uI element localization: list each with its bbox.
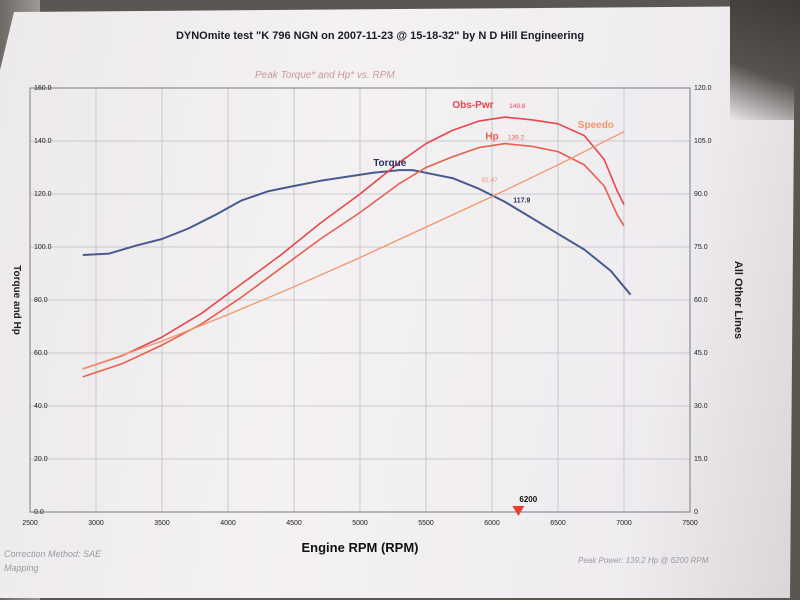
chart-title: Peak Torque* and Hp* vs. RPM [255, 70, 395, 81]
x-tick-label: 2500 [22, 520, 38, 527]
series-value-hp: 139.2 [508, 135, 525, 142]
x-tick-label: 7500 [682, 520, 698, 527]
correction-method-text: Correction Method: SAE [4, 549, 102, 559]
y-left-tick-label: 140.0 [34, 138, 52, 145]
rpm-marker [512, 506, 525, 516]
y-left-tick-label: 0.0 [34, 509, 44, 516]
series-value-speedo: 92.47 [481, 177, 498, 184]
rpm-marker-label: 6200 [519, 495, 537, 504]
y-right-tick-label: 60.0 [694, 297, 708, 304]
x-tick-label: 3000 [88, 520, 104, 527]
y-right-tick-label: 75.0 [694, 244, 708, 251]
x-tick-label: 6000 [484, 520, 500, 527]
x-tick-label: 4000 [220, 520, 236, 527]
y-left-tick-label: 20.0 [34, 456, 48, 463]
y-right-tick-label: 0 [694, 509, 698, 516]
x-tick-label: 5000 [352, 520, 368, 527]
y-left-axis-title: Torque and Hp [11, 265, 22, 335]
page-title: DYNOmite test "K 796 NGN on 2007-11-23 @… [175, 30, 585, 42]
y-right-tick-label: 105.0 [694, 138, 712, 145]
y-right-tick-label: 45.0 [694, 350, 708, 357]
x-tick-label: 5500 [418, 520, 434, 527]
series-value-obs-pwr: 149.8 [509, 103, 526, 110]
chart-series [82, 116, 632, 378]
mapping-text: Mapping [4, 563, 39, 573]
series-line-torque [82, 169, 632, 296]
x-tick-label: 7000 [616, 520, 632, 527]
x-axis-title: Engine RPM (RPM) [302, 540, 419, 555]
series-line-obs-pwr [82, 116, 625, 370]
series-label-hp: Hp [485, 132, 498, 143]
y-right-tick-label: 120.0 [694, 85, 712, 92]
series-line-hp [82, 142, 625, 378]
chart-labels: Engine RPM (RPM) Torque and Hp All Other L… [11, 100, 744, 555]
y-left-tick-label: 120.0 [34, 191, 52, 198]
x-tick-label: 6500 [550, 520, 566, 527]
y-left-tick-label: 160.0 [34, 85, 52, 92]
y-left-tick-label: 60.0 [34, 350, 48, 357]
y-right-tick-label: 15.0 [694, 456, 708, 463]
series-label-torque: Torque [373, 158, 407, 169]
y-right-axis-title: All Other Lines [732, 261, 744, 339]
y-right-tick-label: 90.0 [694, 191, 708, 198]
y-left-tick-label: 40.0 [34, 403, 48, 410]
series-line-speedo [82, 131, 625, 370]
y-right-tick-label: 30.0 [694, 403, 708, 410]
annotation-label: 117.9 [513, 198, 530, 205]
x-tick-label: 3500 [154, 520, 170, 527]
y-left-tick-label: 80.0 [34, 297, 48, 304]
corner-shadow [730, 0, 800, 120]
chart-axes [29, 87, 691, 513]
chart-grid [29, 87, 691, 513]
chart-ticks: 2500 3000 3500 4000 4500 5000 5500 6000 6500 7000… [22, 85, 711, 527]
series-label-speedo: Speedo [578, 120, 614, 131]
y-left-tick-label: 100.0 [34, 244, 52, 251]
series-label-obs-pwr: Obs-Pwr [452, 100, 493, 111]
peak-power-text: Peak Power: 139.2 Hp @ 6200 RPM [578, 556, 709, 565]
x-tick-label: 4500 [286, 520, 302, 527]
plot-frame [29, 87, 691, 513]
